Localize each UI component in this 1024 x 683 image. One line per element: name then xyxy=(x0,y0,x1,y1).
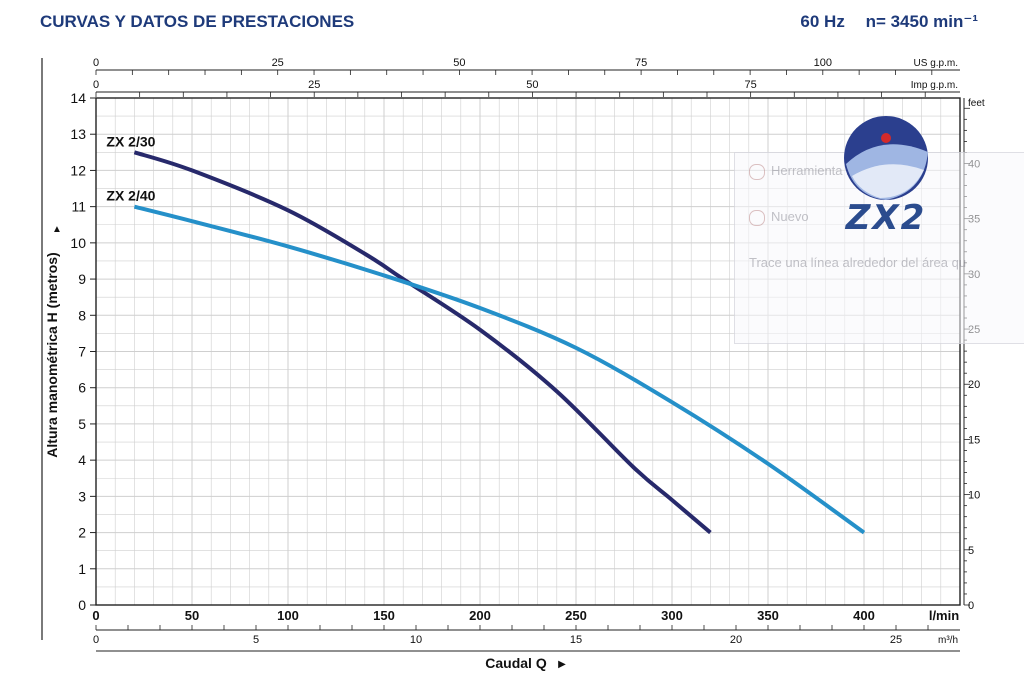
chart-axes xyxy=(41,58,970,652)
y-tick-label: 13 xyxy=(70,126,86,142)
imp-gpm-tick-label: 75 xyxy=(745,79,757,91)
y-tick-label: 9 xyxy=(78,271,86,287)
m3h-tick-label: 25 xyxy=(890,634,902,646)
y-tick-label: 4 xyxy=(78,452,86,468)
zx2-logo: ZX2 xyxy=(826,112,946,242)
y-tick-label: 8 xyxy=(78,307,86,323)
feet-tick-label: 15 xyxy=(968,434,980,446)
m3h-axis-label: m³/h xyxy=(938,635,958,646)
y-tick-label: 2 xyxy=(78,525,86,541)
scissors-icon xyxy=(749,163,765,180)
y-axis-label: Altura manométrica H (metros) xyxy=(44,252,60,457)
m3h-tick-label: 10 xyxy=(410,634,422,646)
us-gpm-tick-label: 50 xyxy=(453,57,465,69)
m3h-tick-label: 20 xyxy=(730,634,742,646)
x-tick-label: 50 xyxy=(185,608,199,623)
x-axis-label: Caudal Q xyxy=(485,655,547,671)
new-snip-icon xyxy=(749,209,765,226)
x-tick-label: 100 xyxy=(277,608,299,623)
x-tick-label: 0 xyxy=(92,608,99,623)
m3h-tick-label: 5 xyxy=(253,634,259,646)
frequency-label: 60 Hz xyxy=(800,12,845,31)
curve-zx-2-40 xyxy=(133,204,866,535)
operating-conditions: 60 Hz n= 3450 min⁻¹ xyxy=(784,12,978,32)
page-title: CURVAS Y DATOS DE PRESTACIONES xyxy=(40,12,355,31)
series-label-zx-2-30: ZX 2/30 xyxy=(106,133,155,149)
y-tick-label: 10 xyxy=(70,235,86,251)
series-label-zx-2-40: ZX 2/40 xyxy=(106,188,155,204)
y-tick-label: 3 xyxy=(78,488,86,504)
x-tick-label: 150 xyxy=(373,608,395,623)
us-gpm-tick-label: 25 xyxy=(272,57,284,69)
speed-label: n= 3450 min⁻¹ xyxy=(865,12,978,31)
y-tick-label: 7 xyxy=(78,344,86,360)
feet-axis-label: feet xyxy=(968,98,985,109)
snip-new-button[interactable]: Nuevo xyxy=(749,209,809,226)
m3h-tick-label: 15 xyxy=(570,634,582,646)
feet-tick-label: 0 xyxy=(968,600,974,612)
us-gpm-tick-label: 0 xyxy=(93,57,99,69)
feet-tick-label: 20 xyxy=(968,379,980,391)
snip-hint: Trace una línea alrededor del área qu xyxy=(749,255,967,270)
logo-emblem-icon xyxy=(844,116,928,200)
y-tick-label: 5 xyxy=(78,416,86,432)
imp-gpm-tick-label: 25 xyxy=(308,79,320,91)
y-tick-label: 6 xyxy=(78,380,86,396)
y-tick-label: 12 xyxy=(70,162,86,178)
y-tick-label: 0 xyxy=(78,597,86,613)
us-gpm-tick-label: 75 xyxy=(635,57,647,69)
y-tick-label: 11 xyxy=(71,199,86,215)
feet-tick-label: 10 xyxy=(968,490,980,502)
y-tick-label: 14 xyxy=(70,90,86,106)
m3h-tick-label: 0 xyxy=(93,634,99,646)
chart-series xyxy=(133,150,866,535)
x-tick-label: 350 xyxy=(757,608,779,623)
y-axis-arrow-icon: ▲ xyxy=(52,224,62,235)
curve-zx-2-30 xyxy=(133,150,712,535)
imp-gpm-tick-label: 0 xyxy=(93,79,99,91)
x-tick-label: 400 xyxy=(853,608,875,623)
logo-text: ZX2 xyxy=(845,198,927,238)
feet-tick-label: 5 xyxy=(968,545,974,557)
x-unit-label: l/min xyxy=(929,608,959,623)
x-tick-label: 300 xyxy=(661,608,683,623)
x-tick-label: 250 xyxy=(565,608,587,623)
y-tick-label: 1 xyxy=(78,561,86,577)
x-axis-arrow-icon: ▶ xyxy=(558,659,566,670)
us-gpm-axis-label: US g.p.m. xyxy=(914,58,958,69)
x-tick-label: 200 xyxy=(469,608,491,623)
us-gpm-tick-label: 100 xyxy=(814,57,832,69)
imp-gpm-tick-label: 50 xyxy=(526,79,538,91)
imp-gpm-axis-label: Imp g.p.m. xyxy=(911,80,958,91)
